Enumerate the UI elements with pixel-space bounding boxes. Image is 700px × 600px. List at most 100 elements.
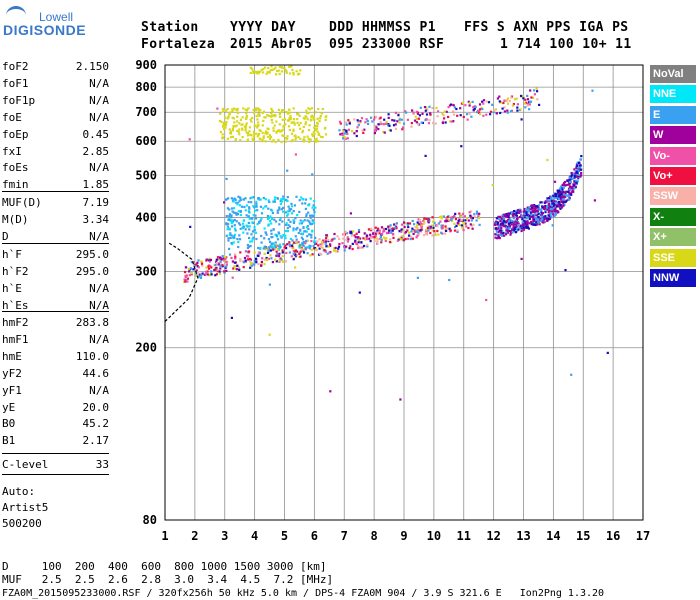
echo-point xyxy=(535,218,538,221)
param-label: foEp xyxy=(2,127,29,141)
echo-point xyxy=(516,109,519,112)
echo-point xyxy=(532,217,535,220)
echo-point xyxy=(462,101,465,104)
echo-point xyxy=(523,212,526,215)
echo-point xyxy=(497,227,500,230)
echo-point xyxy=(281,134,284,137)
echo-point xyxy=(234,267,237,270)
echo-point xyxy=(319,115,322,118)
echo-point xyxy=(460,224,463,227)
echo-point xyxy=(293,220,296,223)
echo-point xyxy=(300,232,303,235)
echo-point xyxy=(197,266,200,269)
echo-point xyxy=(404,222,407,225)
echo-point xyxy=(571,185,574,188)
echo-point xyxy=(398,230,401,233)
echo-point xyxy=(272,129,275,132)
echo-point xyxy=(230,222,233,225)
echo-point xyxy=(404,232,407,235)
echo-point xyxy=(290,202,293,205)
echo-point xyxy=(552,202,555,206)
echo-point xyxy=(234,253,237,256)
echo-point xyxy=(249,66,252,69)
echo-point xyxy=(374,231,377,234)
echo-point xyxy=(354,240,357,243)
echo-point xyxy=(518,209,521,212)
echo-point xyxy=(327,245,330,248)
echo-point xyxy=(277,231,280,234)
echo-point xyxy=(497,215,500,218)
echo-point xyxy=(255,261,258,264)
echo-point xyxy=(255,258,258,261)
echo-point xyxy=(530,213,533,216)
param-row-muf-d-: MUF(D) 7.19 xyxy=(2,196,109,212)
echo-point xyxy=(310,107,314,110)
echo-point xyxy=(231,210,234,213)
chart-echo-points xyxy=(183,65,609,401)
echo-point xyxy=(304,242,307,245)
echo-point xyxy=(499,220,502,223)
echo-point xyxy=(314,236,317,239)
echo-point xyxy=(524,106,527,109)
echo-point xyxy=(232,219,235,222)
echo-point xyxy=(239,223,242,226)
echo-point xyxy=(365,118,368,121)
echo-point xyxy=(198,273,201,276)
echo-point xyxy=(555,196,558,199)
echo-point xyxy=(425,113,429,116)
echo-point xyxy=(224,126,227,129)
echo-point xyxy=(316,140,320,143)
echo-point xyxy=(432,226,435,229)
echo-point xyxy=(259,137,262,140)
echo-point xyxy=(502,221,505,224)
echo-point xyxy=(451,217,454,220)
echo-point xyxy=(415,121,418,124)
echo-point xyxy=(552,207,556,210)
echo-point xyxy=(278,260,281,263)
echo-point xyxy=(234,108,237,111)
echo-point xyxy=(249,260,252,263)
echo-point xyxy=(406,237,410,240)
echo-point xyxy=(507,213,510,216)
echo-point xyxy=(308,247,311,250)
echo-point xyxy=(264,132,267,135)
echo-point xyxy=(374,226,377,229)
echo-point xyxy=(568,192,571,195)
echo-point xyxy=(400,236,403,239)
echo-point xyxy=(255,202,258,205)
echo-point xyxy=(245,112,248,115)
echo-point xyxy=(544,204,547,208)
echo-point xyxy=(562,201,565,204)
echo-point xyxy=(263,237,266,240)
echo-point xyxy=(506,229,509,232)
param-row-yf1: yF1 N/A xyxy=(2,384,109,400)
echo-point xyxy=(214,274,217,277)
x-tick-label: 6 xyxy=(311,529,318,543)
echo-point xyxy=(368,237,371,240)
echo-point xyxy=(234,265,238,268)
echo-point xyxy=(189,267,193,270)
echo-point xyxy=(209,265,212,268)
legend-item-vo-: Vo- xyxy=(650,146,696,165)
echo-point xyxy=(224,266,227,269)
echo-point xyxy=(291,244,294,247)
echo-point xyxy=(304,121,307,124)
echo-point xyxy=(226,225,229,228)
echo-point xyxy=(329,390,332,393)
echo-point xyxy=(289,117,293,120)
echo-point xyxy=(375,237,378,240)
echo-point xyxy=(272,200,275,203)
echo-point xyxy=(538,223,541,226)
echo-point xyxy=(311,114,314,117)
echo-point xyxy=(195,263,198,266)
echo-point xyxy=(477,111,481,114)
echo-point xyxy=(434,122,437,125)
echo-point xyxy=(571,177,574,180)
echo-point xyxy=(363,128,366,131)
echo-point xyxy=(440,224,443,227)
echo-point xyxy=(274,258,277,261)
echo-point xyxy=(393,119,396,122)
echo-point xyxy=(230,234,233,237)
echo-point xyxy=(577,173,580,177)
echo-point xyxy=(445,219,448,222)
